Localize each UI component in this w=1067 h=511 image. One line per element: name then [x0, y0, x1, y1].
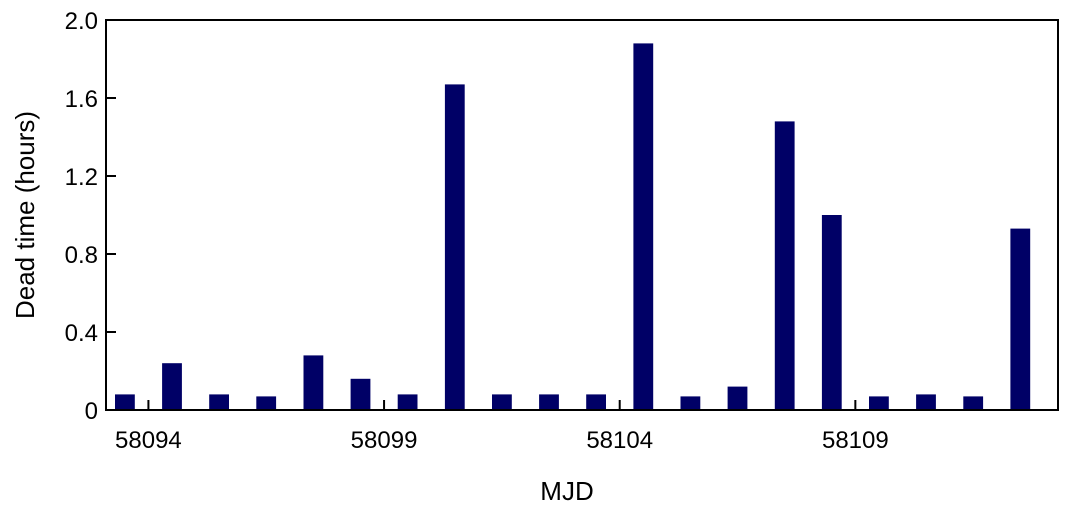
- x-axis-title: MJD: [540, 476, 593, 506]
- bar: [774, 121, 795, 410]
- bar: [162, 363, 182, 410]
- bar: [303, 355, 324, 410]
- bar: [539, 394, 559, 410]
- y-tick-label: 2.0: [65, 8, 98, 35]
- x-tick-label: 58094: [115, 427, 182, 454]
- bar: [397, 394, 418, 410]
- bar: [492, 394, 512, 410]
- x-axis: 58094 58099 58104 58109: [115, 400, 889, 454]
- y-tick-label: 0: [85, 398, 98, 425]
- bar: [209, 394, 229, 410]
- bar: [727, 386, 748, 410]
- bar: [444, 84, 465, 410]
- y-tick-label: 0.4: [65, 320, 98, 347]
- bar: [821, 215, 842, 410]
- bar: [1010, 228, 1031, 410]
- y-axis: 0 0.4 0.8 1.2 1.6 2.0: [65, 8, 116, 425]
- y-axis-title: Dead time (hours): [10, 111, 40, 319]
- bar: [869, 396, 889, 410]
- x-tick-label: 58099: [351, 427, 418, 454]
- bar: [963, 396, 984, 410]
- y-tick-label: 1.6: [65, 86, 98, 113]
- x-tick-label: 58104: [586, 427, 653, 454]
- bar: [586, 394, 606, 410]
- bar: [256, 396, 277, 410]
- bar: [680, 396, 701, 410]
- bar-series: [115, 43, 1058, 410]
- bar: [916, 394, 936, 410]
- x-tick-label: 58109: [822, 427, 889, 454]
- y-tick-label: 1.2: [65, 164, 98, 191]
- y-tick-label: 0.8: [65, 242, 98, 269]
- bar: [115, 394, 135, 410]
- bar: [633, 43, 654, 410]
- bar: [350, 378, 371, 410]
- plot-frame: [105, 19, 1059, 411]
